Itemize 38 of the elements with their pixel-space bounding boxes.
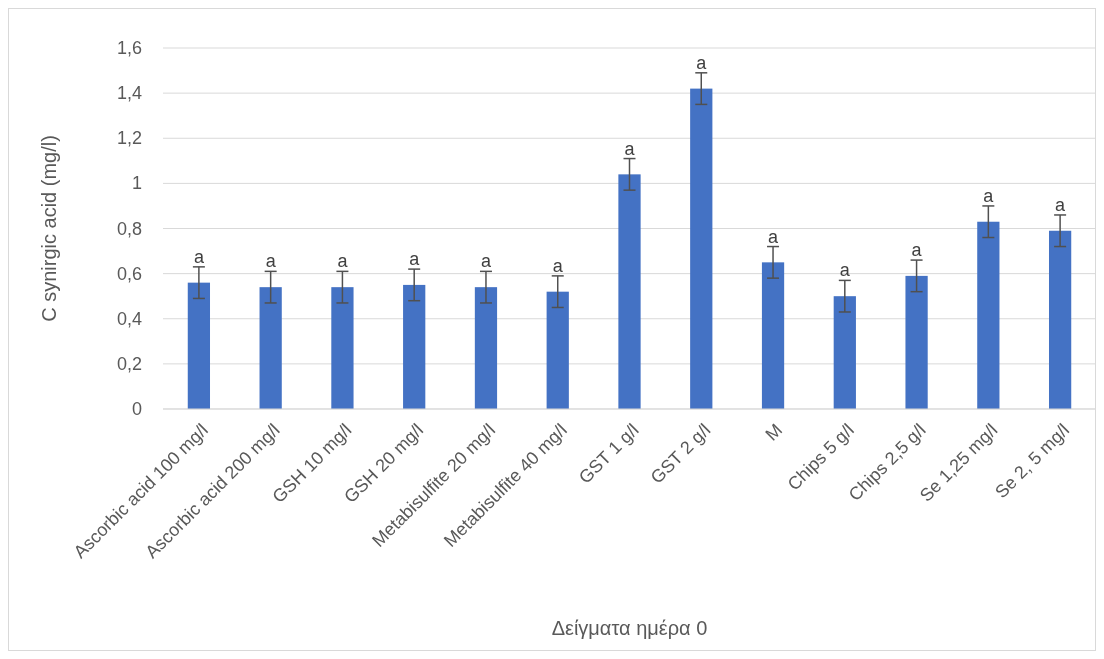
y-tick-label: 1,4 [116,83,142,104]
annotation: a [193,246,205,267]
annotation: a [409,249,421,270]
annotation: a [624,138,636,159]
annotation: a [768,226,780,247]
annotation: a [265,251,277,272]
bar [618,174,641,409]
bar [474,287,498,409]
y-tick-label: 0,8 [116,218,142,239]
bar [761,262,785,409]
annotation: a [480,251,492,272]
bar [1048,230,1072,409]
annotation: a [1055,194,1067,215]
annotation: a [696,52,708,73]
bar [977,221,1000,409]
y-tick-label: 0,4 [116,308,142,329]
bar [187,282,211,409]
bar [833,296,856,409]
x-axis-title: Δείγματα ημέρα 0 [551,617,708,639]
bar [905,275,928,409]
y-tick-label: 0,6 [116,263,142,284]
bar [259,287,282,409]
y-tick-label: 0 [131,399,142,419]
bar [331,287,354,409]
y-tick-label: 1,6 [116,38,142,58]
y-axis-title: C synirgic acid (mg/l) [38,135,60,322]
bar [690,88,713,409]
y-tick-label: 1,2 [116,128,142,149]
y-tick-label: 0,2 [116,353,142,374]
annotation: a [911,240,923,261]
annotation: a [337,251,349,272]
x-tick-label: M [761,419,787,445]
annotation: a [839,260,851,281]
bar [403,284,426,409]
annotation: a [983,185,995,206]
annotation: a [552,255,564,276]
bar [546,291,569,409]
y-tick-label: 1 [131,173,142,194]
